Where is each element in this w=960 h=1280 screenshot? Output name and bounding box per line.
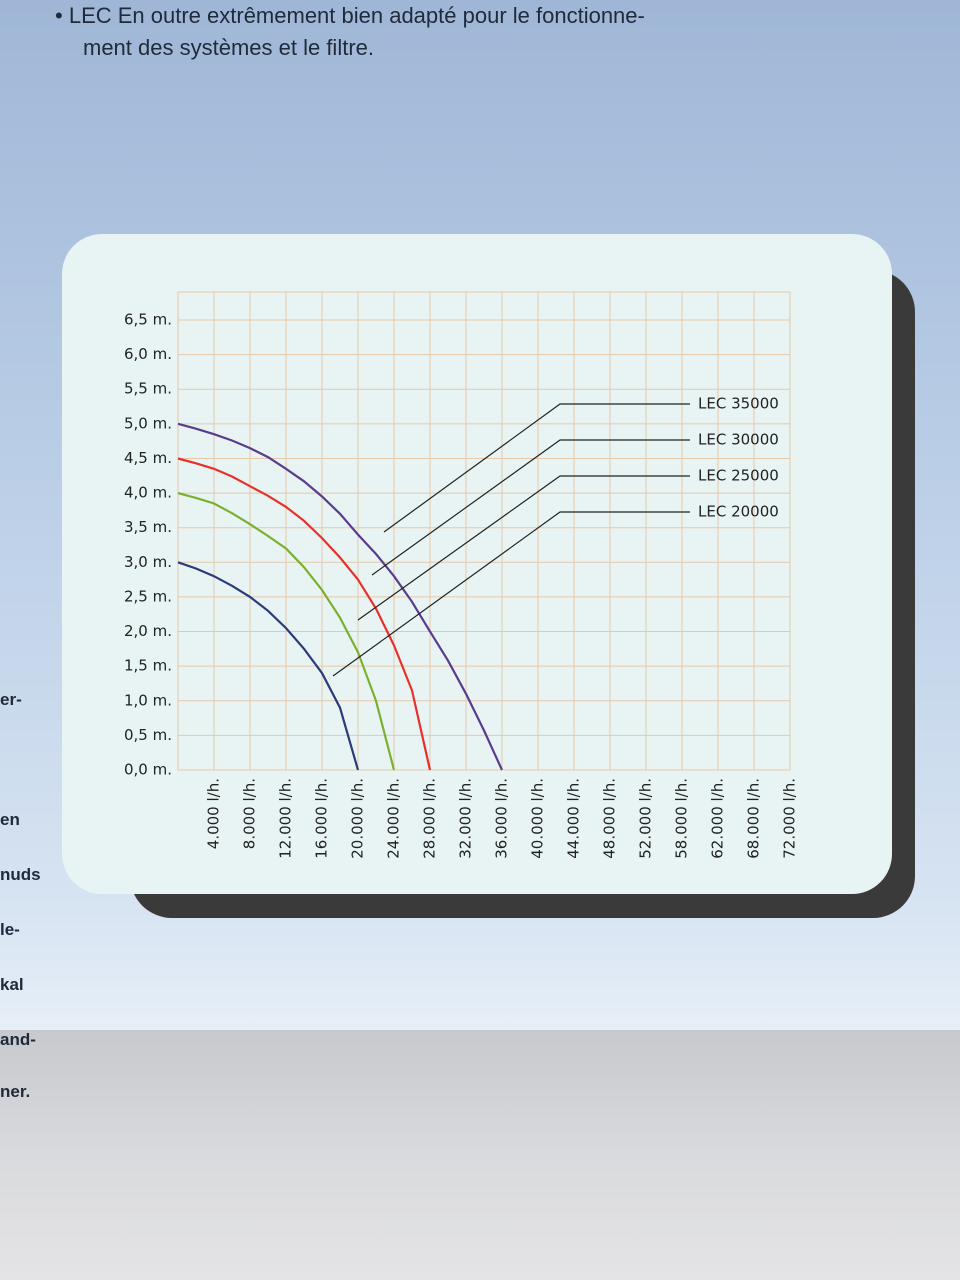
x-tick-label: 28.000 l/h. [421, 778, 439, 859]
legend-label: LEC 30000 [698, 431, 779, 449]
y-tick-label: 1,5 m. [124, 657, 172, 675]
side-text: ner. [0, 1082, 31, 1101]
gray-band [0, 1030, 960, 1280]
side-text: nuds [0, 865, 41, 884]
bullet-line: • LEC En outre extrêmement bien adapté p… [55, 3, 645, 28]
y-tick-label: 5,0 m. [124, 414, 172, 432]
x-tick-label: 20.000 l/h. [349, 778, 367, 859]
side-text: le- [0, 920, 20, 939]
y-tick-label: 3,5 m. [124, 518, 172, 536]
y-tick-label: 4,5 m. [124, 449, 172, 467]
series-line [177, 561, 360, 771]
y-tick-label: 3,0 m. [124, 553, 172, 571]
y-tick-label: 6,5 m. [124, 311, 172, 329]
bullet-line: ment des systèmes et le filtre. [83, 35, 374, 60]
series-line [177, 492, 396, 771]
x-tick-label: 36.000 l/h. [493, 778, 511, 859]
x-tick-label: 62.000 l/h. [709, 778, 727, 859]
x-tick-label: 8.000 l/h. [241, 778, 259, 849]
x-tick-label: 72.000 l/h. [781, 778, 799, 859]
x-tick-label: 68.000 l/h. [745, 778, 763, 859]
y-tick-label: 1,0 m. [124, 691, 172, 709]
series-line [177, 457, 432, 771]
series-line [177, 422, 504, 771]
x-tick-label: 4.000 l/h. [205, 778, 223, 849]
y-tick-label: 2,0 m. [124, 622, 172, 640]
side-text: er- [0, 690, 22, 709]
y-tick-label: 4,0 m. [124, 484, 172, 502]
x-tick-label: 16.000 l/h. [313, 778, 331, 859]
legend-label: LEC 35000 [698, 395, 779, 413]
y-tick-label: 6,0 m. [124, 345, 172, 363]
x-tick-label: 32.000 l/h. [457, 778, 475, 859]
leader-line [371, 439, 690, 576]
text: LEC En outre extrêmement bien adapté pou… [68, 3, 645, 28]
y-tick-label: 5,5 m. [124, 380, 172, 398]
leader-line [383, 403, 690, 533]
side-text: en [0, 810, 20, 829]
x-tick-label: 40.000 l/h. [529, 778, 547, 859]
x-tick-label: 52.000 l/h. [637, 778, 655, 859]
legend-label: LEC 25000 [698, 467, 779, 485]
x-tick-label: 44.000 l/h. [565, 778, 583, 859]
leader-line [332, 511, 690, 677]
x-tick-label: 58.000 l/h. [673, 778, 691, 859]
x-tick-label: 48.000 l/h. [601, 778, 619, 859]
legend-label: LEC 20000 [698, 503, 779, 521]
y-tick-label: 2,5 m. [124, 587, 172, 605]
side-text: and- [0, 1030, 36, 1049]
x-tick-label: 12.000 l/h. [277, 778, 295, 859]
side-text: kal [0, 975, 24, 994]
bullet-text: • LEC En outre extrêmement bien adapté p… [55, 0, 645, 64]
y-tick-label: 0,0 m. [124, 761, 172, 779]
y-tick-label: 0,5 m. [124, 726, 172, 744]
x-tick-label: 24.000 l/h. [385, 778, 403, 859]
leader-line [357, 475, 690, 621]
